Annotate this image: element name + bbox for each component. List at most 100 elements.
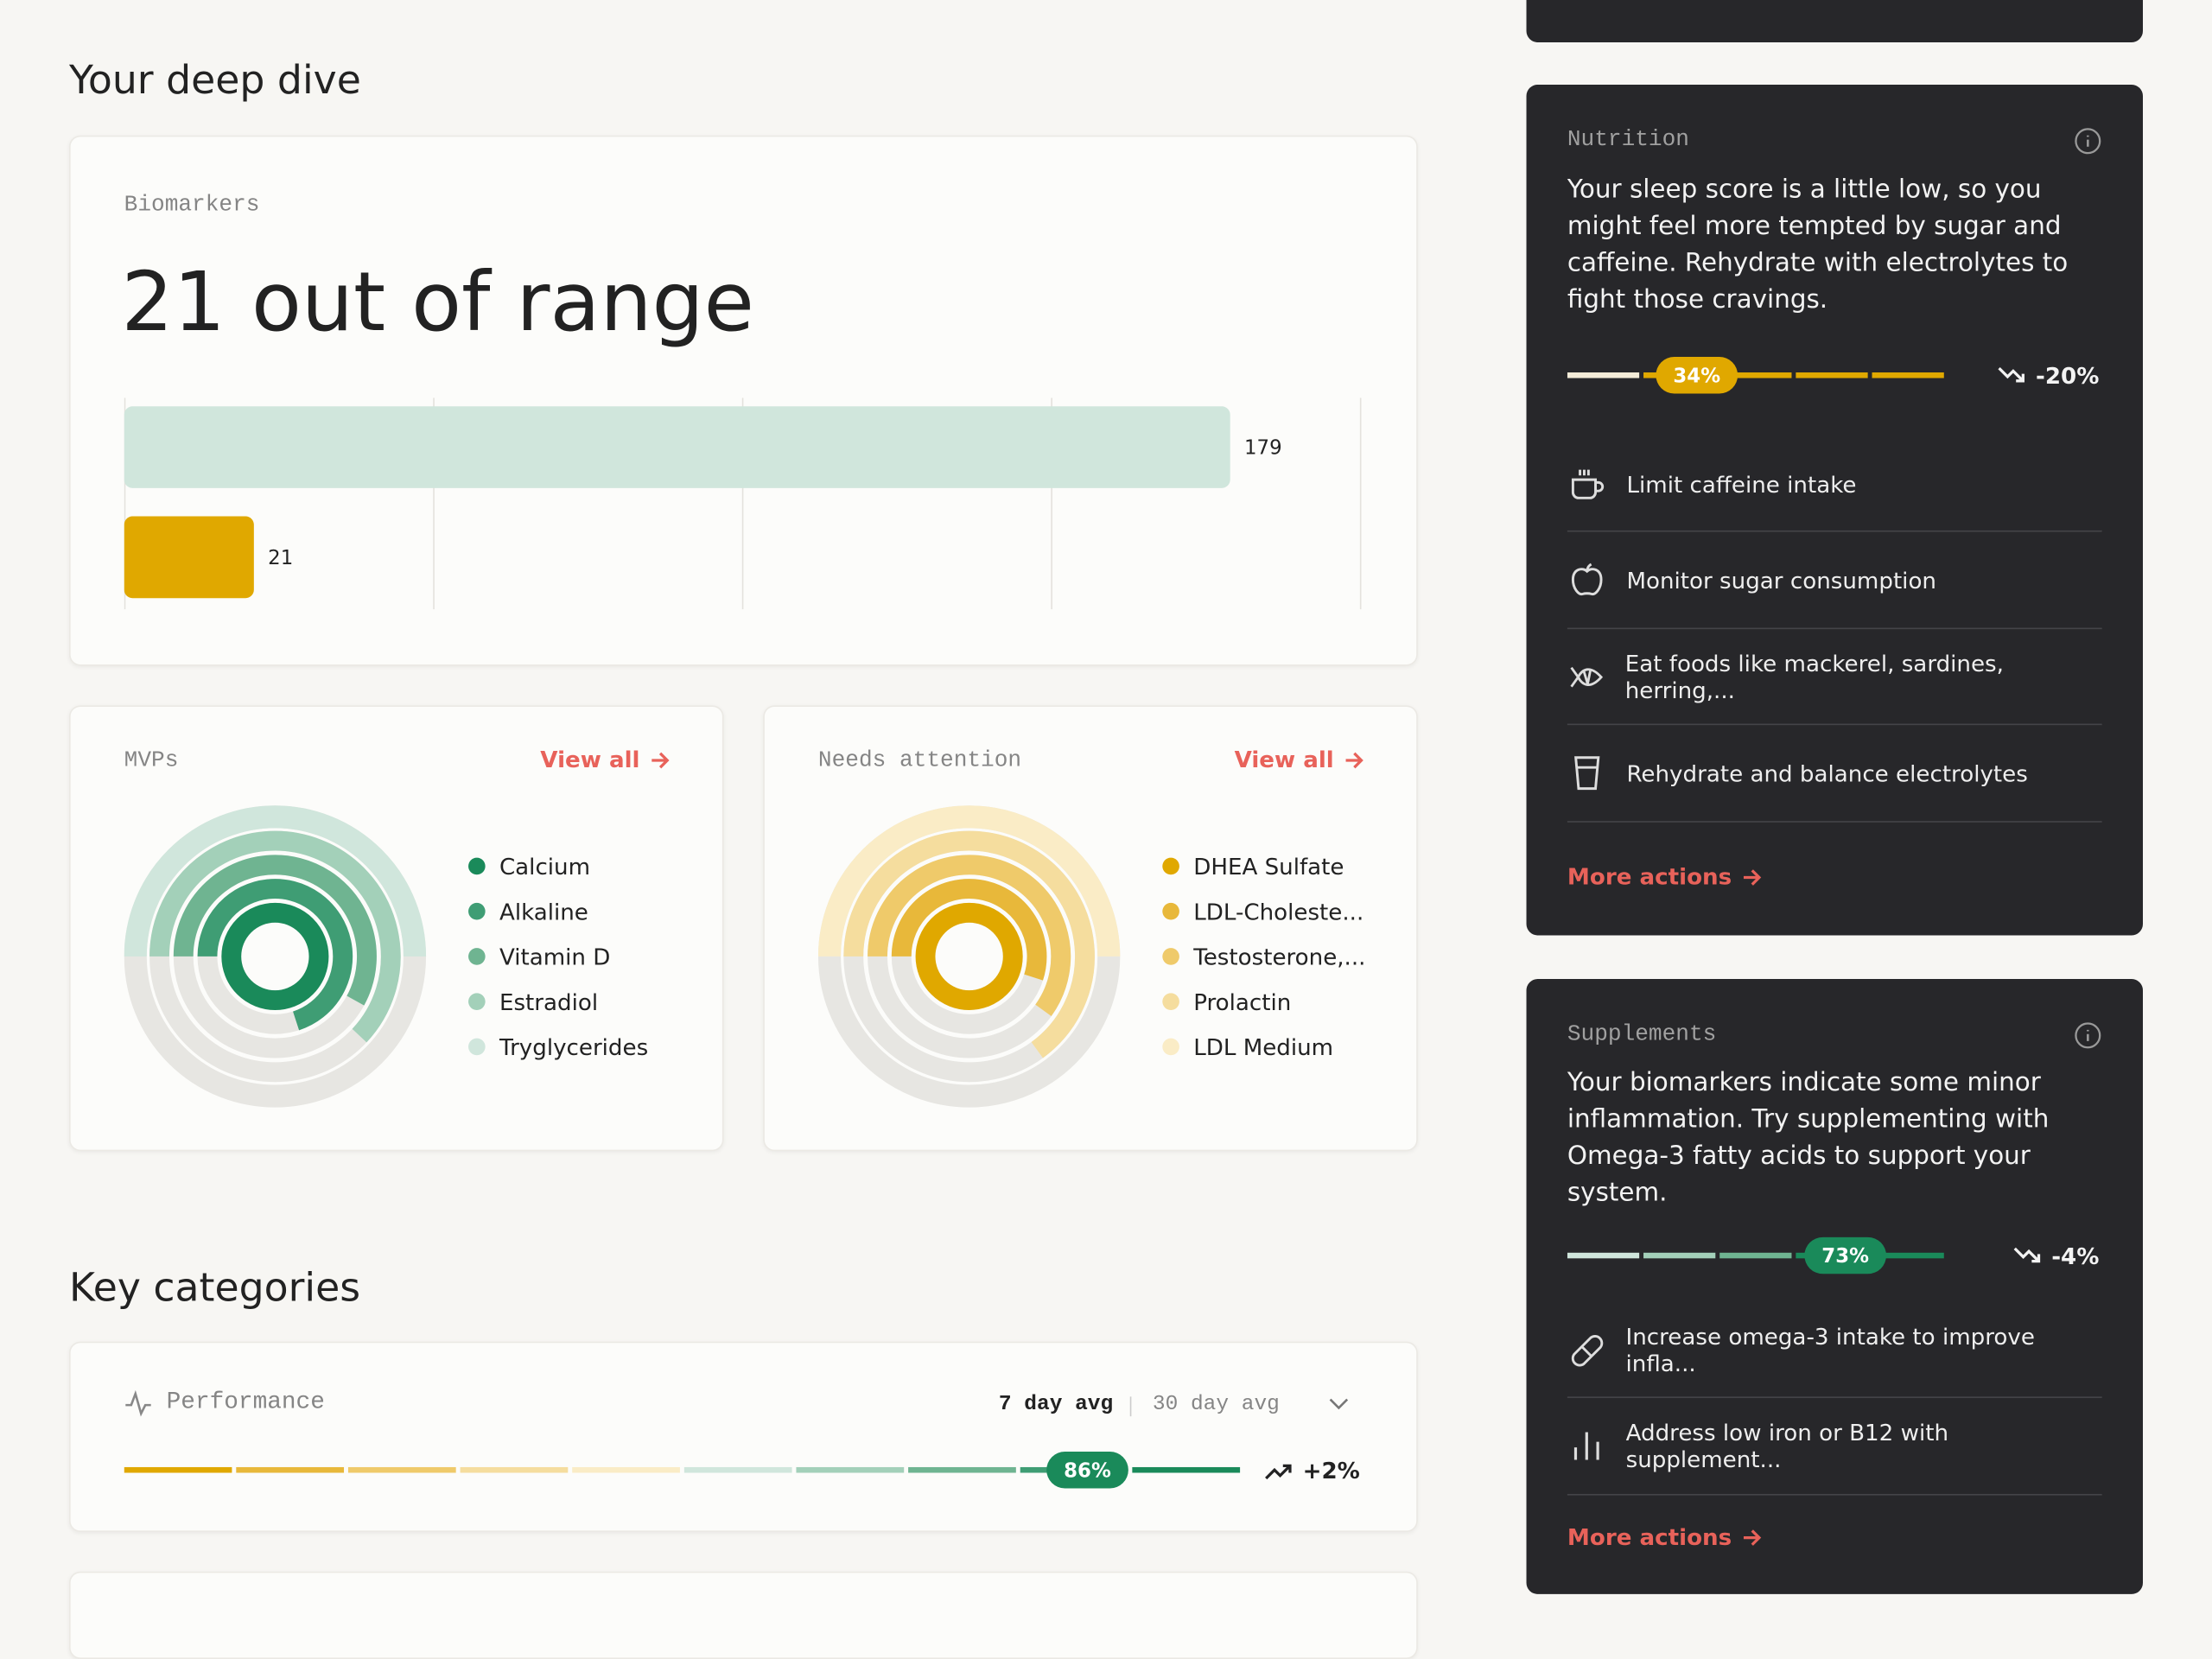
ring-arc [197,879,353,1031]
dashboard: Your deep dive Biomarkers 21 out of rang… [68,0,2143,1659]
more-actions-link[interactable]: More actions [1567,1523,1763,1550]
bar-segment [124,1466,232,1473]
bar-segment [1719,372,1792,378]
bar-segment [460,1466,569,1473]
divider [1567,723,2102,726]
legend-dot [1162,993,1179,1010]
legend-dot [468,1038,486,1056]
value-badge [1656,357,1738,394]
action-text[interactable]: Monitor sugar consumption [1626,566,1936,594]
radial-chart: Calcium Alkaline Vitamin D Estradiol Tryglyc… [124,805,648,1108]
action-item[interactable]: Limit caffeine intake [1567,435,2102,531]
category-card[interactable] [68,1571,1418,1659]
divider [1567,627,2102,630]
ring-arc [124,805,427,957]
bar-segment [572,1466,680,1473]
arrow-icon [1344,751,1363,768]
avg-option[interactable]: 30 day avg [1152,1392,1280,1417]
ring-arc [843,830,1095,1058]
bar [124,406,1230,488]
divider [1567,1493,2102,1496]
action-item[interactable]: Rehydrate and balance electrolytes [1567,725,2102,821]
bar-segment [1132,1466,1241,1473]
glass-icon [1574,756,1600,791]
progress-chart: 86% +2% [124,1451,1360,1489]
bar-segment [796,1466,905,1473]
legend-label: Testosterone,... [1192,945,1365,971]
insight-text: Your biomarkers indicate some minor infl… [1567,1067,2050,1208]
legend-dot [468,948,486,965]
change-label: +2% [1303,1459,1360,1484]
arrow-icon [1743,868,1761,886]
fish-icon [1570,666,1604,688]
info-icon[interactable] [2074,1021,2102,1050]
value-label: 86% [1064,1459,1111,1482]
card-label: Needs attention [817,747,1022,773]
view-all-link[interactable]: View all [1235,747,1365,773]
more-actions-link[interactable]: More actions [1567,863,1763,890]
chevron-icon[interactable] [1327,1392,1350,1414]
action-text[interactable]: Increase omega-3 intake to improve infla… [1625,1323,2035,1377]
category-label: Performance [166,1389,325,1417]
ring-arc [915,902,1023,1010]
view-all-link[interactable]: View all [540,747,671,773]
legend-dot [1162,902,1179,920]
arrow-icon [1743,1529,1761,1546]
bar-segment [1872,1252,1944,1259]
legend-label: Estradiol [499,990,598,1016]
arrow-icon [651,751,669,768]
legend-label: DHEA Sulfate [1193,855,1344,880]
trend-icon [2013,1247,2041,1263]
headline: 21 out of range [121,253,754,350]
value-badge [1804,1236,1887,1274]
link-text[interactable]: View all [1234,746,1334,773]
cup-icon [1571,469,1605,499]
insight-text: Your sleep score is a little low, so you… [1567,175,2069,315]
card-label: Supplements [1567,1021,1717,1047]
action-item[interactable]: Eat foods like mackerel, sardines, herri… [1567,629,2102,725]
legend-label: Calcium [499,855,590,880]
legend-label: LDL Medium [1193,1035,1333,1061]
ring-arc [173,855,377,1006]
action-text[interactable]: Rehydrate and balance electrolytes [1626,760,2028,787]
radial-chart: DHEA Sulfate LDL-Choleste... Testosterone,… [817,805,1365,1108]
link-text[interactable]: More actions [1567,863,1732,891]
pulse-icon [125,1389,151,1417]
link-text[interactable]: View all [540,746,640,773]
divider [1567,821,2102,823]
legend-dot [468,902,486,920]
action-item[interactable]: Monitor sugar consumption [1567,532,2102,628]
page: {"deep_dive":{"title":"Your deep dive"},… [68,0,2143,1659]
action-text[interactable]: Limit caffeine intake [1626,470,1857,498]
avg-option[interactable]: 7 day avg [998,1392,1114,1417]
bar-segment [1643,1252,1716,1259]
action-item[interactable]: Address low iron or B12 with supplement.… [1567,1398,2102,1494]
card-label: Biomarkers [124,192,260,218]
data-label: 179 [1244,437,1282,460]
info-icon[interactable] [2074,127,2102,156]
bar [124,516,254,599]
action-text[interactable]: Eat foods like mackerel, sardines, herri… [1624,650,2004,704]
link-text[interactable]: More actions [1567,1523,1732,1551]
change-label: -4% [2051,1244,2099,1270]
bar-segment [347,1466,456,1473]
nutrition-card [1526,84,2143,936]
bar-chart: 179 21 [124,397,1362,610]
bar-segment [1796,372,1868,378]
legend-label: Alkaline [499,899,588,925]
legend-dot [1162,1038,1179,1056]
action-text[interactable]: Address low iron or B12 with supplement.… [1625,1419,1948,1473]
progress-chart: 34% -20% [1567,357,2099,394]
apple-icon [1571,563,1603,595]
section-title: Key categories [68,1263,361,1311]
trend-icon [1265,1464,1292,1480]
data-label: 21 [268,547,293,569]
legend-dot [1162,948,1179,965]
performance-card[interactable] [68,1341,1418,1533]
ring-arc [868,855,1071,1017]
action-item[interactable]: Increase omega-3 intake to improve infla… [1567,1302,2102,1398]
legend-label: Prolactin [1193,990,1291,1016]
value-label: 34% [1673,365,1720,387]
supplements-card [1526,979,2143,1594]
bar-segment [1567,372,1640,378]
